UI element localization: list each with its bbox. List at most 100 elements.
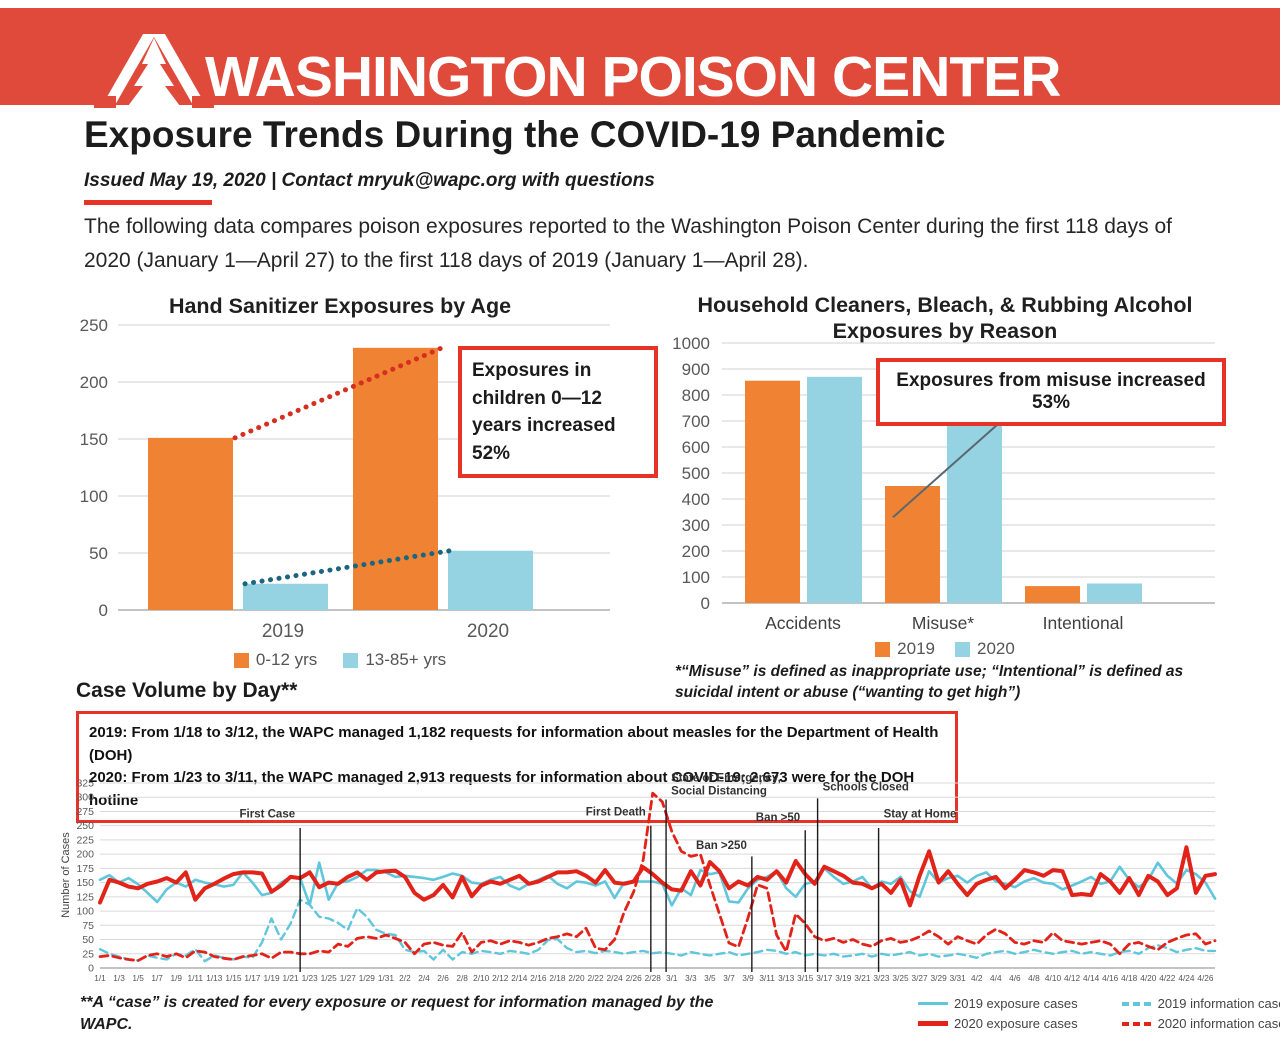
bar-0-12 <box>353 347 438 610</box>
x-tick-label: 1/13 <box>206 973 223 983</box>
y-tick-label: 225 <box>76 834 94 846</box>
legend-2019-information: 2019 information cases <box>1121 996 1280 1011</box>
y-tick-label: 75 <box>82 920 94 932</box>
annotation-label: Ban >250 <box>696 840 747 852</box>
x-tick-label: 3/27 <box>911 973 928 983</box>
red-dashed-line-icon <box>1121 1021 1152 1026</box>
x-tick-label: 4/10 <box>1045 973 1062 983</box>
x-tick-label: 1/11 <box>188 973 204 983</box>
legend-label: 2020 <box>977 639 1015 658</box>
legend-label: 2019 exposure cases <box>954 996 1078 1011</box>
legend-2019-exposure: 2019 exposure cases <box>918 996 1078 1011</box>
x-tick-label: 2/26 <box>626 973 643 983</box>
hand-sanitizer-chart-title: Hand Sanitizer Exposures by Age <box>168 294 512 318</box>
y-tick-label: 250 <box>76 820 94 832</box>
legend-item-13-85: 13-85+ yrs <box>343 650 446 670</box>
annotation-label: Social Distancing <box>671 785 767 797</box>
y-tick-label: 100 <box>76 906 94 918</box>
legend-label: 2020 information cases <box>1157 1016 1280 1031</box>
cleaners-legend: 2019 2020 <box>662 639 1228 659</box>
y-tick-label: 0 <box>88 963 94 975</box>
x-tick-label: 3/9 <box>742 973 754 983</box>
y-tick-label: 200 <box>80 373 108 392</box>
legend-item-0-12: 0-12 yrs <box>233 650 317 670</box>
orange-swatch-icon <box>233 652 249 668</box>
callout-misuse-increase: Exposures from misuse increased 53% <box>876 358 1226 426</box>
y-tick-label: 300 <box>76 792 94 804</box>
line-chart-legend: 2019 exposure cases 2020 exposure cases … <box>918 996 1280 1031</box>
x-category-label: 2019 <box>262 621 304 642</box>
series-2020-information-cases <box>98 791 1217 963</box>
y-tick-label: 25 <box>82 948 94 960</box>
y-tick-label: 325 <box>76 778 94 790</box>
y-axis-label: Number of Cases <box>60 832 72 918</box>
x-tick-label: 2/8 <box>456 973 468 983</box>
x-tick-label: 4/18 <box>1121 973 1138 983</box>
x-tick-label: 4/2 <box>971 973 983 983</box>
x-tick-label: 3/15 <box>797 973 814 983</box>
x-tick-label: 4/4 <box>990 973 1002 983</box>
annotation-label: Stay at Home <box>884 809 957 821</box>
x-tick-label: 1/27 <box>340 973 357 983</box>
legend-item-2019: 2019 <box>875 639 935 659</box>
x-tick-label: 4/26 <box>1197 973 1214 983</box>
bar-2019 <box>885 486 940 603</box>
y-tick-label: 250 <box>80 316 108 335</box>
x-tick-label: 4/8 <box>1028 973 1040 983</box>
x-tick-label: 2/6 <box>437 973 449 983</box>
x-tick-label: 1/29 <box>359 973 376 983</box>
series-2020-exposure-cases <box>98 845 1217 908</box>
cyan-solid-line-icon <box>918 1002 948 1005</box>
y-tick-label: 200 <box>76 849 94 861</box>
x-tick-label: 4/24 <box>1178 973 1195 983</box>
legend-item-2020: 2020 <box>955 639 1015 659</box>
legend-label: 13-85+ yrs <box>365 650 447 669</box>
x-tick-label: 3/7 <box>723 973 735 983</box>
header-banner: WASHINGTON POISON CENTER <box>0 8 1280 118</box>
tree-triangle-logo-icon <box>94 20 214 118</box>
case-footnote-line1: **A “case” is created for every exposure… <box>80 994 714 1033</box>
x-tick-label: 3/25 <box>892 973 909 983</box>
case-volume-line-chart: 0 25 50 75 100 125 150 175 200 225 250 275 300 325 Num… <box>60 772 1217 983</box>
y-tick-label: 300 <box>682 516 710 535</box>
legend-label: 2020 exposure cases <box>954 1016 1078 1031</box>
case-definition-footnote: **A “case” is created for every exposure… <box>80 992 730 1037</box>
series-2019-information-cases <box>98 898 1217 963</box>
x-tick-label: 3/3 <box>685 973 697 983</box>
x-tick-label: 3/23 <box>873 973 890 983</box>
x-tick-label: 3/17 <box>816 973 833 983</box>
x-tick-label: 1/19 <box>263 973 280 983</box>
x-tick-label: 1/9 <box>170 973 182 983</box>
trendline-blue <box>242 548 453 587</box>
x-tick-label: 1/23 <box>302 973 319 983</box>
y-tick-label: 400 <box>682 490 710 509</box>
brand-title: WASHINGTON POISON CENTER <box>205 45 1061 109</box>
legend-2020-information: 2020 information cases <box>1121 1016 1280 1031</box>
x-tick-label: 3/31 <box>950 973 967 983</box>
x-tick-label: 2/24 <box>607 973 624 983</box>
y-tick-label: 100 <box>80 487 108 506</box>
hand-sanitizer-legend: 0-12 yrs 13-85+ yrs <box>60 650 620 670</box>
x-tick-label: 2/20 <box>568 973 585 983</box>
y-tick-label: 150 <box>80 430 108 449</box>
y-tick-label: 0 <box>99 601 108 620</box>
callout-children-increase: Exposures in children 0—12 years increas… <box>458 346 658 478</box>
x-tick-label: 1/17 <box>244 973 261 983</box>
y-tick-label: 600 <box>682 438 710 457</box>
x-tick-label: 1/31 <box>378 973 395 983</box>
bar-0-12 <box>148 437 233 610</box>
x-tick-label: 2/4 <box>418 973 430 983</box>
annotation-label: State of Emergency, <box>671 772 781 784</box>
bar-2019 <box>745 380 800 603</box>
red-solid-line-icon <box>918 1021 948 1026</box>
x-tick-label: 4/20 <box>1140 973 1157 983</box>
cyan-dashed-line-icon <box>1121 1001 1152 1006</box>
cleaners-chart-title: Household Cleaners, Bleach, & Rubbing Al… <box>697 293 1193 343</box>
x-tick-label: 1/7 <box>151 973 163 983</box>
x-category-label: Accidents <box>765 613 841 633</box>
y-tick-label: 700 <box>682 412 710 431</box>
legend-label: 2019 information cases <box>1157 996 1280 1011</box>
legend-2020-exposure: 2020 exposure cases <box>918 1016 1078 1031</box>
annotation-label: First Case <box>240 809 296 821</box>
